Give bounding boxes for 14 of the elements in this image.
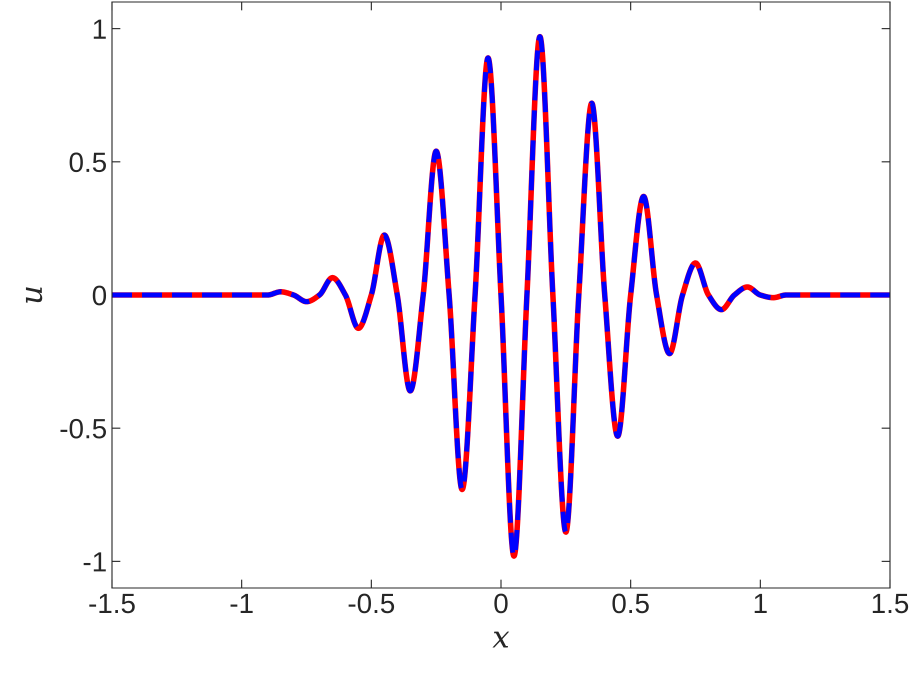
- y-tick-label: -1: [84, 552, 106, 572]
- x-tick-label: -1: [230, 594, 253, 613]
- x-tick-label: 0: [494, 594, 508, 614]
- x-tick-label: 1.5: [872, 594, 908, 614]
- y-tick-label: -0.5: [60, 418, 106, 439]
- y-tick-label: 0.5: [70, 152, 106, 172]
- x-tick-label: -1.5: [89, 594, 135, 614]
- x-tick-label: -0.5: [348, 594, 394, 614]
- y-tick-label: 0: [92, 286, 106, 306]
- y-tick-label: 1: [94, 20, 106, 39]
- y-axis-title: u: [26, 287, 42, 303]
- x-tick-label: 0.5: [612, 594, 649, 614]
- x-axis-title: x: [492, 632, 510, 648]
- x-tick-label: 1: [754, 594, 767, 613]
